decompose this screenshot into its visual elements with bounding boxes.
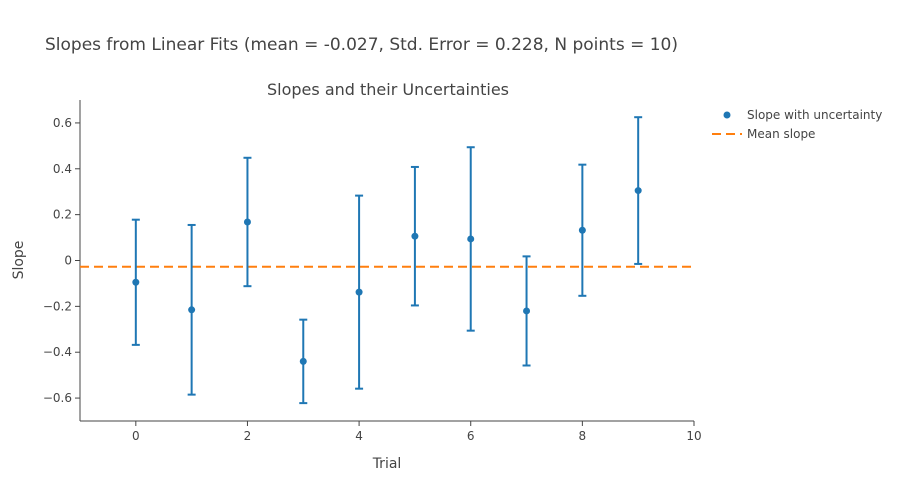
y-tick-label: 0 [64, 254, 72, 268]
y-tick-label: 0.2 [53, 208, 72, 222]
data-point [299, 357, 307, 365]
legend-marker-slope [723, 111, 731, 119]
y-tick-label: 0.6 [53, 116, 72, 130]
x-tick-label: 6 [467, 429, 475, 443]
y-tick-label: −0.6 [43, 391, 72, 405]
data-point [578, 226, 586, 234]
x-tick-label: 4 [355, 429, 363, 443]
chart-suptitle: Slopes from Linear Fits (mean = -0.027, … [45, 35, 678, 55]
y-tick-label: 0.4 [53, 162, 72, 176]
data-point [188, 306, 196, 314]
data-point [243, 218, 251, 226]
data-point [467, 235, 475, 243]
x-tick-label: 2 [244, 429, 252, 443]
x-axis-label: Trial [372, 456, 402, 472]
legend[interactable]: Slope with uncertainty Mean slope [712, 108, 882, 141]
x-tick-label: 0 [132, 429, 140, 443]
y-axis-label: Slope [11, 241, 27, 280]
chart-title: Slopes and their Uncertainties [267, 80, 509, 99]
data-point [355, 288, 363, 296]
data-point [634, 187, 642, 195]
data-point [523, 307, 531, 315]
data-point [132, 278, 140, 286]
y-tick-label: −0.4 [43, 345, 72, 359]
x-tick-label: 10 [686, 429, 701, 443]
legend-label-slope: Slope with uncertainty [747, 108, 882, 122]
y-tick-label: −0.2 [43, 299, 72, 313]
data-point [411, 232, 419, 240]
x-tick-label: 8 [579, 429, 587, 443]
legend-label-mean: Mean slope [747, 127, 815, 141]
